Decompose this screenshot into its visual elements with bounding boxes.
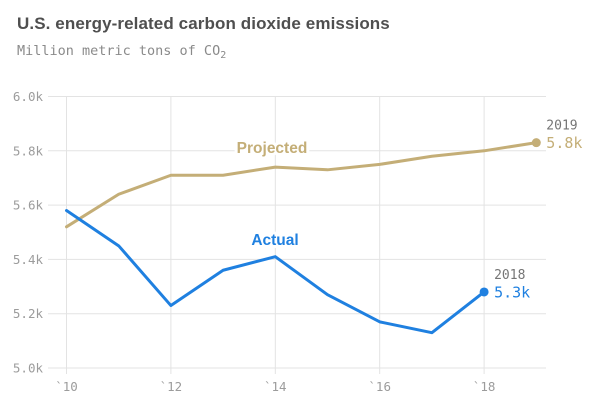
x-axis-tick-labels: `10 `12 `14 `16 `18 [55,379,495,394]
projected-series-label: Projected [237,140,308,157]
chart-subtitle-subscript: 2 [220,50,227,61]
y-tick-label: 6.0k [13,89,44,104]
y-tick-label: 5.4k [13,252,44,267]
actual-annotation-year: 2018 [494,268,525,283]
chart-subtitle: Million metric tons of CO2 [17,43,390,61]
chart-title: U.S. energy-related carbon dioxide emiss… [17,14,390,33]
projected-end-dot [531,138,541,148]
y-tick-label: 5.6k [13,198,44,213]
chart-header: U.S. energy-related carbon dioxide emiss… [17,14,390,61]
x-tick-label: `16 [368,379,391,394]
x-tick-label: `10 [55,379,78,394]
chart-subtitle-text: Million metric tons of CO [17,43,221,59]
actual-annotation-value: 5.3k [494,283,530,301]
projected-annotation-year: 2019 [546,119,577,134]
actual-end-dot [479,287,489,297]
x-tick-label: `12 [160,379,183,394]
vertical-gridlines [66,96,485,374]
projected-annotation-value: 5.8k [546,134,582,152]
y-tick-label: 5.2k [13,306,44,321]
y-tick-label: 5.0k [13,361,44,376]
actual-series-line [65,209,486,335]
y-tick-label: 5.8k [13,143,44,158]
actual-series-label: Actual [251,232,298,249]
projected-series-line [65,141,538,229]
x-tick-label: `18 [473,379,496,394]
y-axis-tick-labels: 6.0k 5.8k 5.6k 5.4k 5.2k 5.0k [13,89,44,376]
x-tick-label: `14 [264,379,287,394]
